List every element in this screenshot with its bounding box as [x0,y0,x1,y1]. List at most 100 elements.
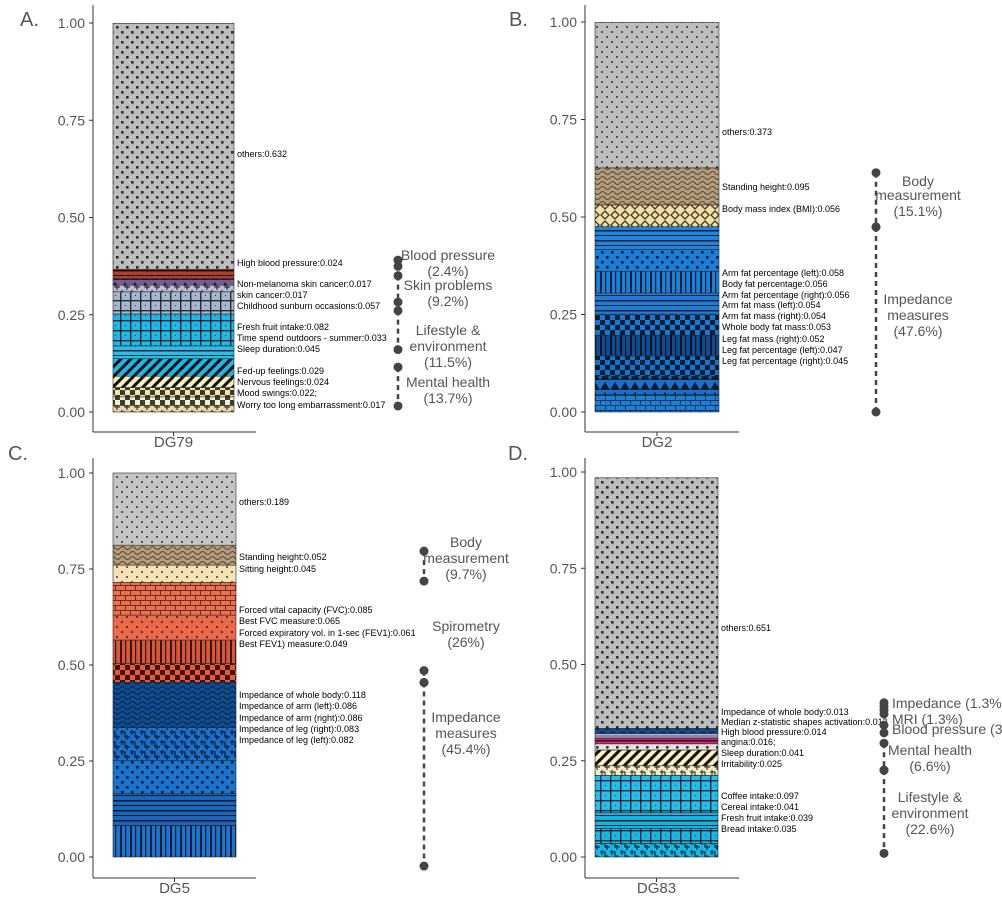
bar-segment [112,564,237,583]
segment-label: Irritability:0.025 [721,759,782,769]
y-tick-label: 0.75 [550,560,577,576]
group-bracket-dot [871,222,881,232]
panel-4: D. 0.00 0.25 0.50 0.75 1.00 DG83 Bread intake:0… [508,443,1002,897]
bar-segment [594,843,719,858]
segment-label: Leg fat percentage (right):0.045 [722,356,848,366]
segment-label: Bread intake:0.035 [721,824,797,834]
segment-label: Leg fat percentage (left):0.047 [722,345,843,355]
bar-segment [112,396,235,406]
segment-label: Arm fat percentage (left):0.058 [722,268,844,278]
group-bracket-dot [393,297,403,307]
group-bracket-dot [393,306,403,316]
bar-segment [594,743,719,751]
y-tick-label: 0.00 [550,849,577,865]
group-label: (15.1%) [893,203,942,219]
y-tick-label: 0.75 [58,112,85,128]
bar-segment [594,728,719,734]
group-label: (9.2%) [427,293,468,309]
group-bracket-dot [879,728,889,738]
panel-label: D. [508,443,528,465]
bar-segment [594,775,719,814]
group-label: Spirometry [432,618,500,634]
bar-segment [594,226,720,250]
group-label: Impedance [431,709,500,725]
bar-segment [594,375,720,395]
bar-segment [594,738,719,745]
y-tick-label: 1.00 [58,465,85,481]
segment-label: Worry too long embarrassment:0.017 [237,400,385,410]
segment-label: Impedance of arm (right):0.086 [239,713,363,723]
group-label: Skin problems [404,277,493,293]
group-bracket-dot [393,261,403,271]
group-label: MRI (1.3%) [892,711,963,727]
group-label: measurement [875,187,961,203]
bar-segment [594,270,720,294]
segment-label: High blood pressure:0.014 [721,727,827,737]
bar-segment [112,387,235,398]
group-bracket-dot [393,345,403,355]
group-bracket-dot [879,720,889,730]
group-label: (26%) [447,634,484,650]
segment-label: Standing height:0.052 [239,552,327,562]
group-label: (6.6%) [909,758,950,774]
segment-label: Non-melanoma skin cancer:0.017 [237,279,372,289]
group-bracket-dot [393,271,403,281]
group-label: Body [450,534,482,550]
group-label: Blood pressure [401,247,495,263]
group-label: (2.4%) [427,263,468,279]
bar-segment [112,345,235,360]
bar-segment [594,204,720,228]
segment-label: Fresh fruit intake:0.082 [237,322,329,332]
group-bracket-dot [393,255,403,265]
bar-segment [112,760,237,794]
group-bracket-dot [393,401,403,411]
bar-segment [112,405,235,413]
segment-label: others:0.632 [237,149,287,159]
y-tick-label: 0.00 [58,404,85,420]
segment-label: Sleep duration:0.045 [237,344,320,354]
y-tick-label: 0.25 [550,753,577,769]
panel-3: C. 0.00 0.25 0.50 0.75 1.00 DG5 Impedance of le… [8,443,509,897]
segment-label: Fresh fruit intake:0.039 [721,813,813,823]
segment-label: Arm fat mass (left):0.054 [722,300,821,310]
bar-segment [594,22,720,169]
segment-label: skin cancer:0.017 [237,290,308,300]
bar-segment [112,544,237,566]
bar-segment [112,268,235,279]
group-label: Impedance [883,291,952,307]
x-category-label: DG79 [154,434,193,451]
bar-segment [594,765,719,776]
group-label: Mental health [888,742,972,758]
segment-label: Forced expiratory vol. in 1-sec (FEV1):0… [239,628,416,638]
x-category-label: DG2 [642,434,673,451]
y-tick-label: 0.50 [550,209,577,225]
group-label: (45.4%) [441,741,490,757]
segment-label: Body fat percentage:0.056 [722,279,828,289]
x-category-label: DG5 [159,880,190,897]
segment-label: Mood swings:0.022; [237,388,317,398]
panel-1: A. 0.00 0.25 0.50 0.75 1.00 DG79 Worry too long… [20,5,495,451]
group-label: environment [891,805,968,821]
group-bracket-dot [419,861,429,871]
group-label: measurement [423,550,509,566]
segment-label: Best FVC measure:0.065 [239,616,340,626]
group-label: measures [887,307,948,323]
bar-segment [594,355,720,377]
group-label: Mental health [406,374,490,390]
group-label: measures [435,725,496,741]
y-tick-label: 0.75 [550,112,577,128]
segment-label: Impedance of arm (left):0.086 [239,701,357,711]
segment-label: Arm fat percentage (right):0.056 [722,290,850,300]
group-label: (47.6%) [893,323,942,339]
bar-segment [594,477,719,729]
bar-segment [594,167,720,206]
y-tick-label: 0.25 [58,753,85,769]
x-category-label: DG83 [637,880,676,897]
segment-label: Arm fat mass (right):0.054 [722,311,826,321]
segment-label: Leg fat mass (right):0.052 [722,334,825,344]
group-label: (13.7%) [423,390,472,406]
bar-segment [594,749,719,767]
segment-label: Time spend outdoors - summer:0.033 [237,333,387,343]
group-bracket-dot [419,677,429,687]
